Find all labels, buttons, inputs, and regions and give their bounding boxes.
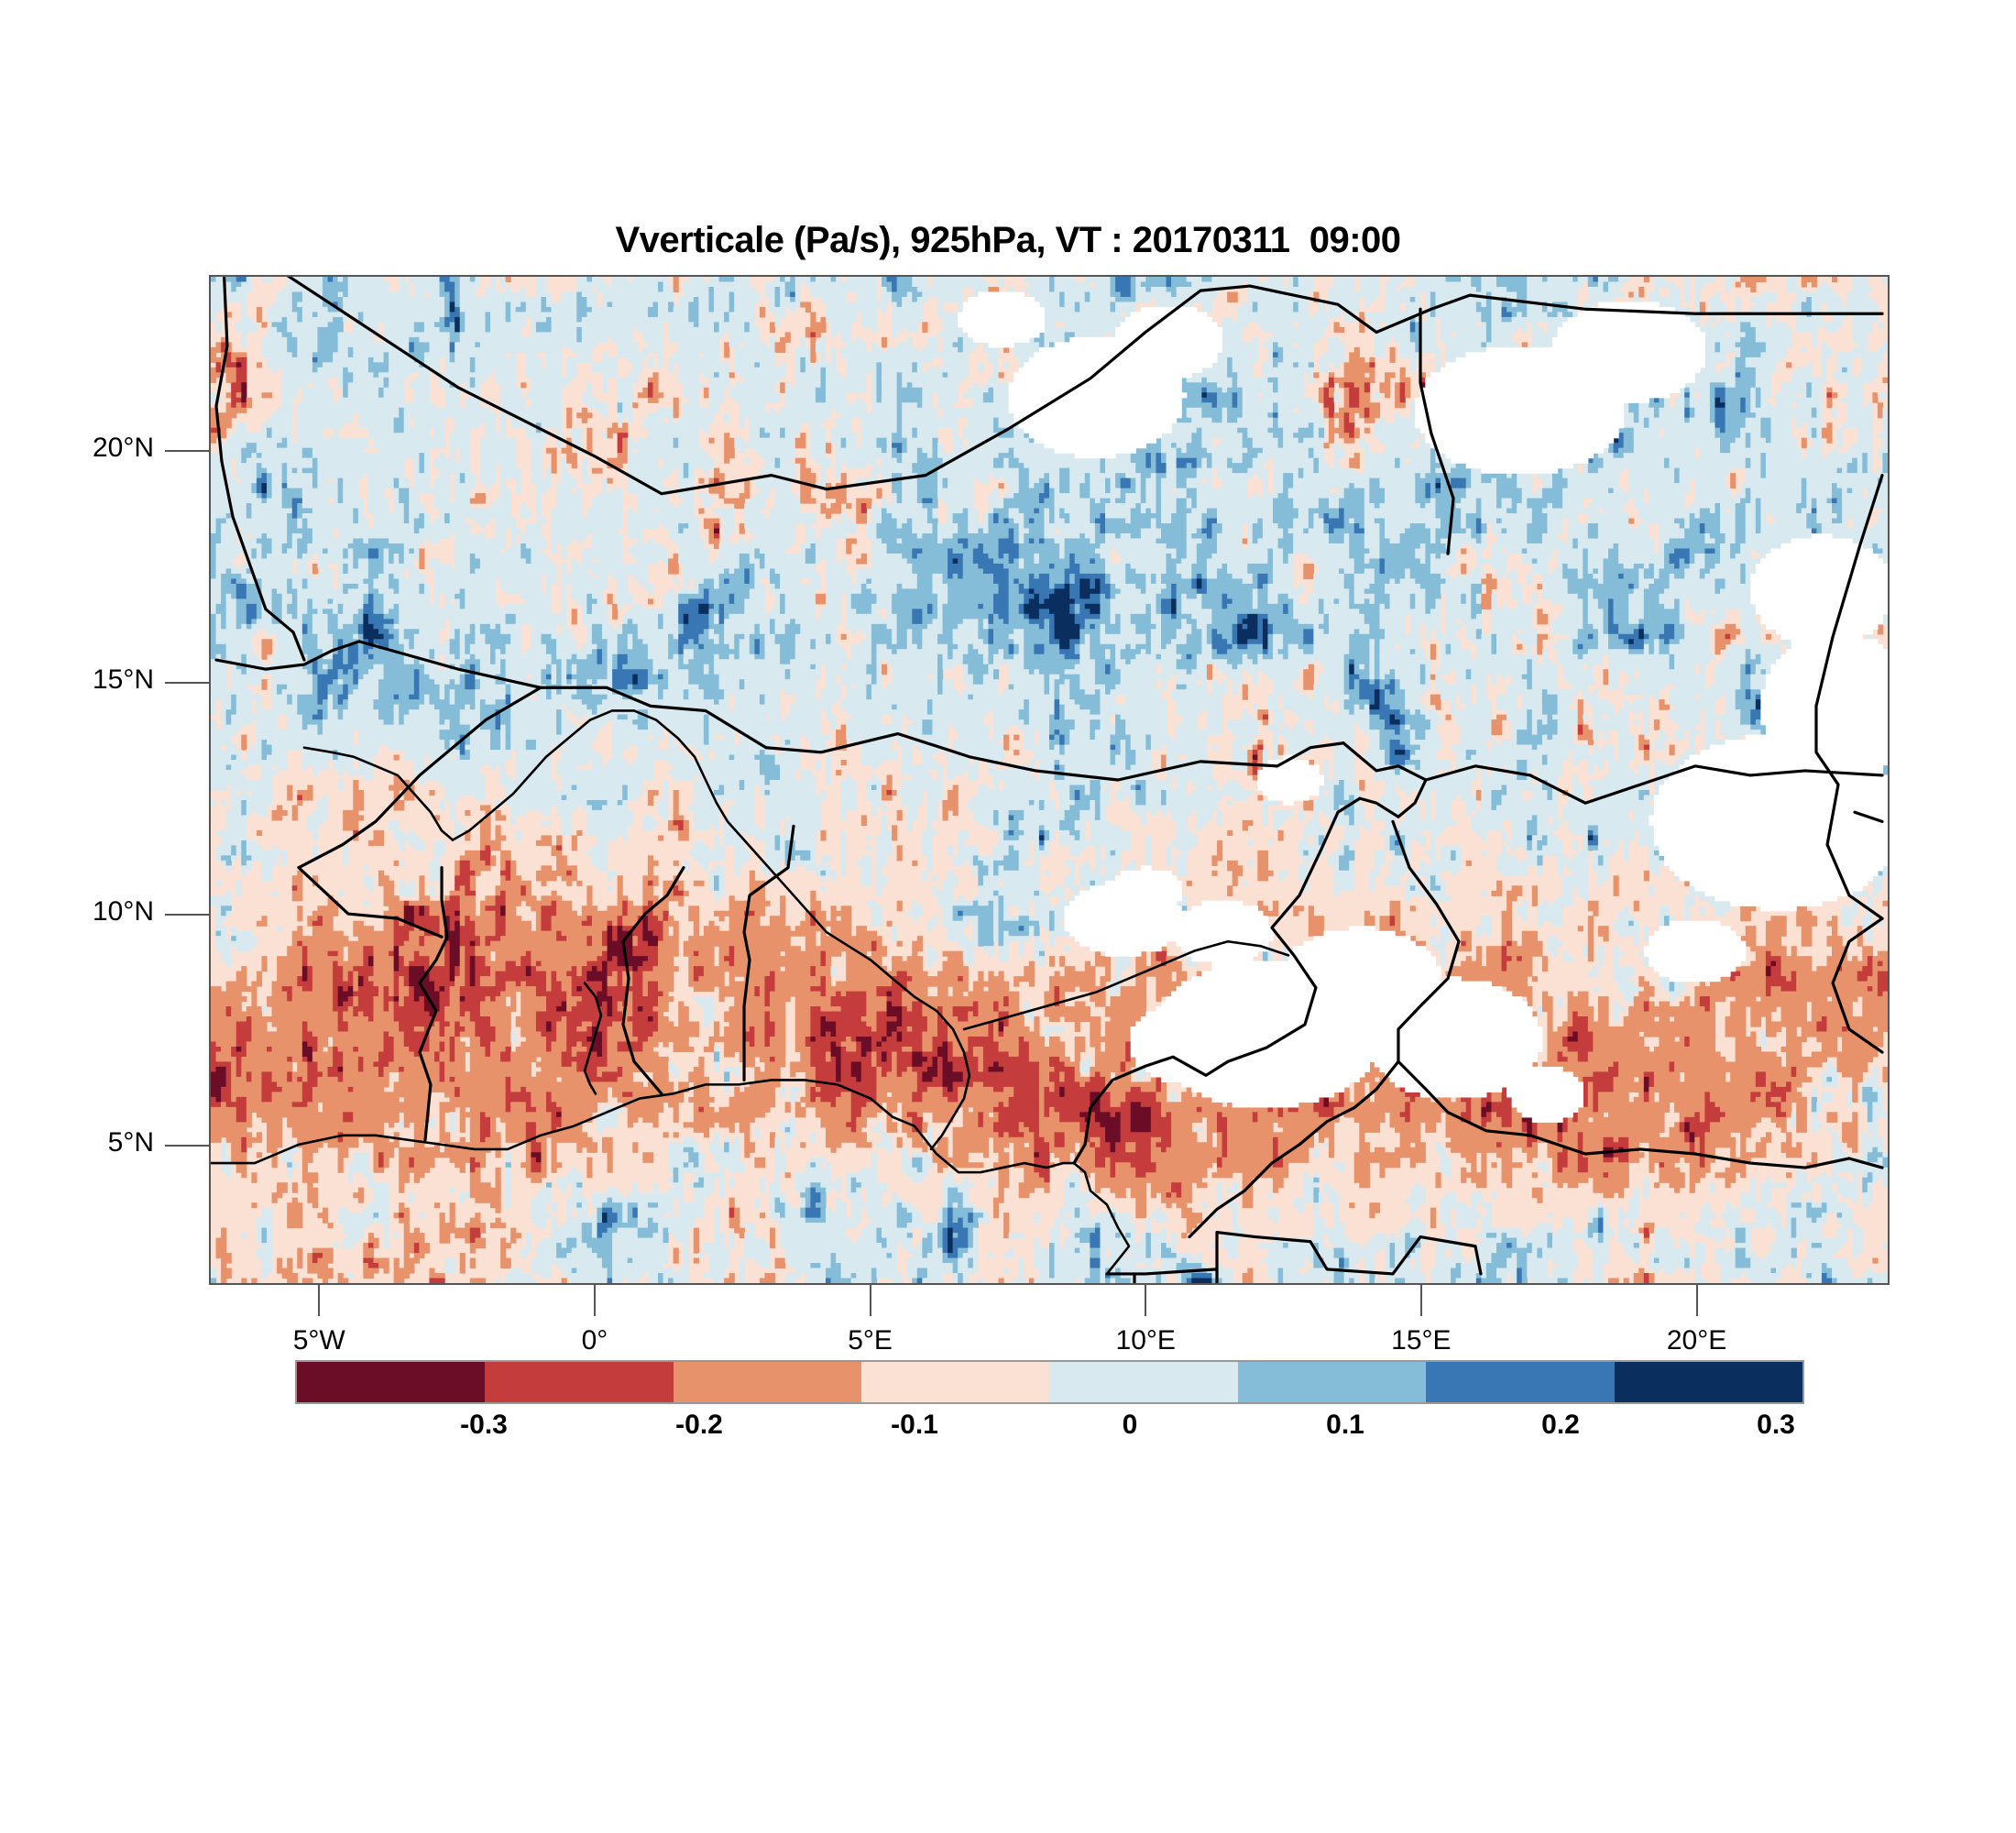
country-border (1424, 764, 1884, 805)
colorbar-band[interactable] (1426, 1362, 1615, 1402)
country-border (1391, 819, 1884, 1169)
colorbar[interactable] (295, 1360, 1804, 1404)
coastline (583, 982, 603, 1095)
y-tick-mark (165, 1145, 209, 1147)
y-tick-label: 15°N (92, 664, 154, 695)
colorbar-tick-label: 0.2 (1541, 1410, 1580, 1440)
x-tick-mark (1145, 1285, 1147, 1316)
country-border (742, 824, 795, 1082)
colorbar-band[interactable] (297, 1362, 486, 1402)
x-tick-label: 20°E (1666, 1325, 1727, 1356)
map-plot-area[interactable] (209, 275, 1890, 1285)
coastline (451, 709, 971, 1151)
country-border (214, 277, 229, 464)
colorbar-tick-label: -0.1 (891, 1410, 938, 1440)
y-tick-mark (165, 913, 209, 916)
x-tick-label: 5°E (848, 1325, 893, 1356)
colorbar-tick-label: -0.2 (675, 1410, 723, 1440)
x-tick-mark (869, 1285, 871, 1316)
country-border (214, 640, 361, 671)
country-border (764, 731, 1345, 782)
country-border (1831, 916, 1884, 1054)
contour-field-svg (211, 277, 1888, 1283)
x-tick-mark (318, 1285, 321, 1316)
country-border (1814, 474, 1884, 920)
omega-field-layer (211, 277, 1888, 1283)
colorbar-tick-label: 0.1 (1326, 1410, 1364, 1440)
colorbar-band[interactable] (485, 1362, 674, 1402)
colorbar-band[interactable] (1049, 1362, 1238, 1402)
coastline (211, 1079, 1131, 1276)
colorbar-tick-label: 0.3 (1757, 1410, 1795, 1440)
country-border (297, 686, 542, 870)
coastline (302, 746, 455, 841)
x-tick-label: 10°E (1115, 1325, 1176, 1356)
country-border (1105, 1231, 1483, 1276)
x-tick-mark (1419, 1285, 1422, 1316)
country-border (286, 277, 828, 496)
country-border (1419, 307, 1455, 555)
x-tick-label: 5°W (292, 1325, 345, 1356)
coastline (962, 939, 1290, 1031)
country-border (418, 866, 449, 1142)
country-border (220, 459, 306, 662)
country-border (357, 640, 768, 750)
country-border (1248, 284, 1884, 335)
x-tick-mark (593, 1285, 596, 1316)
y-tick-mark (165, 450, 209, 453)
x-tick-mark (1695, 1285, 1698, 1316)
colorbar-band[interactable] (1237, 1362, 1427, 1402)
colorbar-band[interactable] (1614, 1362, 1802, 1402)
colorbar-band[interactable] (861, 1362, 1050, 1402)
y-tick-label: 5°N (107, 1127, 154, 1158)
country-border (1072, 796, 1362, 1165)
country-border (825, 284, 1252, 491)
y-tick-label: 10°N (92, 895, 154, 927)
page-title: Vverticale (Pa/s), 925hPa, VT : 20170311… (615, 220, 1401, 260)
colorbar-band[interactable] (673, 1362, 862, 1402)
country-border (1853, 810, 1884, 823)
x-tick-label: 0° (581, 1325, 608, 1356)
x-tick-label: 15°E (1391, 1325, 1452, 1356)
country-borders-layer (214, 277, 1884, 1283)
y-tick-mark (165, 681, 209, 684)
colorbar-tick-label: 0 (1122, 1410, 1138, 1440)
country-border (1342, 741, 1428, 818)
country-border (1188, 1059, 1400, 1239)
country-border (621, 866, 685, 1096)
colorbar-tick-label: -0.3 (460, 1410, 508, 1440)
country-border (297, 866, 444, 938)
coastline-layer (211, 709, 1290, 1276)
y-tick-label: 20°N (92, 433, 154, 464)
missing-data-layer (958, 291, 1888, 1123)
